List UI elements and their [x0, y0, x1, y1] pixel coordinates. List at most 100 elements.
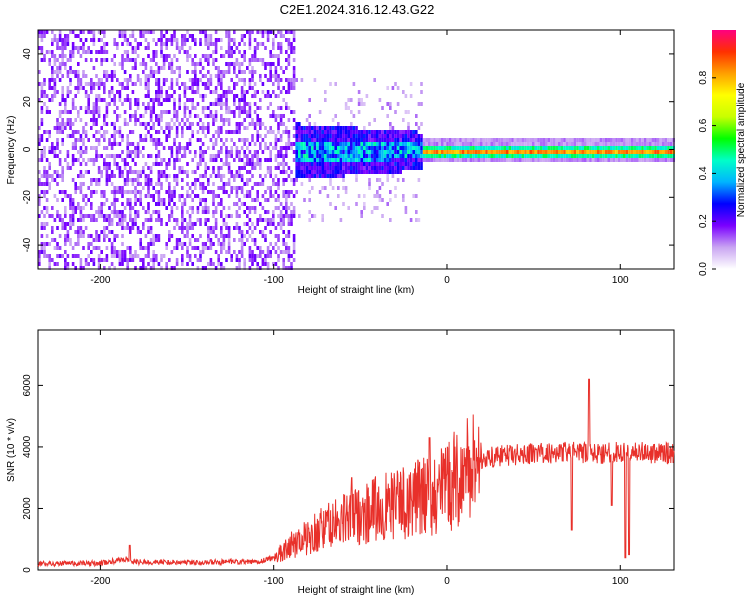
heatmap-cell [628, 142, 631, 146]
heatmap-cell [220, 202, 223, 206]
heatmap-cell [129, 246, 132, 250]
heatmap-cell [415, 122, 418, 126]
heatmap-cell [204, 246, 207, 250]
heatmap-cell [199, 38, 202, 42]
heatmap-cell [165, 78, 168, 82]
heatmap-cell [183, 218, 187, 222]
heatmap-cell [259, 246, 262, 250]
heatmap-cell [370, 166, 374, 170]
heatmap-cell [240, 54, 244, 58]
heatmap-cell [165, 174, 168, 178]
heatmap-cell [105, 170, 109, 174]
heatmap-cell [56, 246, 59, 250]
heatmap-cell [277, 130, 280, 134]
heatmap-cell [599, 154, 603, 158]
heatmap-cell [53, 78, 57, 82]
heatmap-cell [136, 142, 140, 146]
heatmap-cell [586, 138, 590, 142]
heatmap-cell [134, 222, 137, 226]
heatmap-cell [186, 126, 189, 130]
heatmap-cell [95, 94, 98, 98]
heatmap-cell [181, 42, 184, 46]
heatmap-cell [300, 158, 304, 162]
heatmap-cell [261, 42, 265, 46]
heatmap-cell [71, 142, 75, 146]
heatmap-cell [248, 210, 252, 214]
heatmap-cell [105, 218, 109, 222]
heatmap-cell [175, 110, 179, 114]
heatmap-cell [409, 130, 413, 134]
heatmap-cell [110, 86, 114, 90]
heatmap-cell [227, 150, 231, 154]
heatmap-cell [355, 150, 358, 154]
heatmap-cell [217, 174, 220, 178]
heatmap-cell [131, 142, 135, 146]
heatmap-cell [438, 146, 441, 150]
heatmap-cell [420, 146, 423, 150]
heatmap-cell [69, 242, 72, 246]
heatmap-cell [495, 158, 499, 162]
heatmap-cell [480, 142, 483, 146]
heatmap-cell [246, 170, 249, 174]
heatmap-cell [243, 118, 246, 122]
heatmap-cell [415, 114, 418, 118]
heatmap-cell [123, 50, 127, 54]
heatmap-cell [261, 30, 265, 34]
heatmap-cell [82, 234, 85, 238]
heatmap-cell [48, 58, 51, 62]
heatmap-cell [308, 170, 311, 174]
heatmap-cell [194, 178, 197, 182]
heatmap-cell [269, 166, 272, 170]
heatmap-cell [152, 98, 155, 102]
heatmap-cell [311, 158, 314, 162]
heatmap-cell [155, 54, 158, 58]
heatmap-cell [64, 102, 67, 106]
heatmap-cell [422, 142, 426, 146]
heatmap-cell [363, 202, 366, 206]
heatmap-cell [264, 30, 267, 34]
heatmap-cell [529, 158, 532, 162]
heatmap-cell [337, 166, 340, 170]
heatmap-cell [144, 138, 148, 142]
heatmap-cell [201, 182, 205, 186]
heatmap-cell [110, 122, 114, 126]
heatmap-cell [149, 166, 153, 170]
heatmap-cell [287, 134, 291, 138]
heatmap-cell [352, 146, 356, 150]
heatmap-cell [396, 138, 400, 142]
heatmap-cell [157, 154, 161, 158]
heatmap-cell [287, 42, 291, 46]
heatmap-cell [157, 182, 161, 186]
heatmap-cell [147, 54, 150, 58]
heatmap-cell [66, 38, 70, 42]
heatmap-cell [149, 230, 153, 234]
heatmap-cell [222, 246, 226, 250]
heatmap-cell [292, 234, 296, 238]
heatmap-cell [40, 242, 44, 246]
heatmap-cell [118, 34, 122, 38]
heatmap-cell [97, 262, 101, 266]
heatmap-cell [363, 146, 366, 150]
heatmap-cell [186, 54, 189, 58]
heatmap-cell [641, 146, 644, 150]
heatmap-cell [383, 150, 387, 154]
heatmap-cell [43, 54, 46, 58]
heatmap-cell [316, 138, 319, 142]
heatmap-cell [363, 170, 366, 174]
heatmap-cell [513, 150, 517, 154]
heatmap-cell [305, 170, 309, 174]
heatmap-cell [142, 122, 145, 126]
heatmap-cell [214, 158, 218, 162]
heatmap-cell [217, 66, 220, 70]
heatmap-cell [105, 254, 109, 258]
heatmap-cell [274, 234, 278, 238]
heatmap-cell [563, 138, 566, 142]
heatmap-cell [233, 158, 236, 162]
heatmap-cell [233, 238, 236, 242]
heatmap-cell [196, 238, 200, 242]
heatmap-cell [282, 222, 285, 226]
y-tick-label: 4000 [22, 435, 33, 458]
heatmap-cell [266, 90, 270, 94]
heatmap-cell [129, 226, 132, 230]
heatmap-cell [181, 38, 184, 42]
